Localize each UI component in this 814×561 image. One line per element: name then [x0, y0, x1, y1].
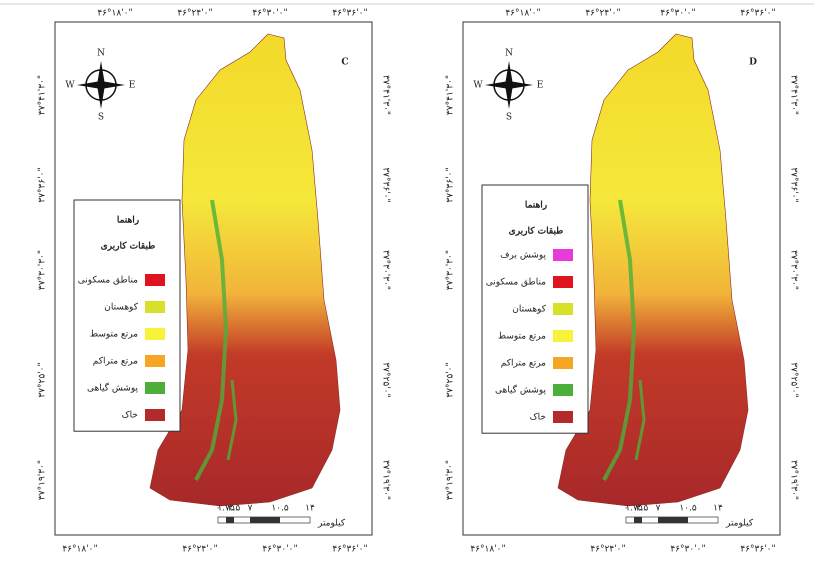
scale-tick-label: ۱۰.۵ [679, 504, 697, 514]
left-coordinate: ۳۷°۴۱'۳۰" [446, 75, 456, 115]
legend-label: مرتع متراکم [93, 357, 138, 367]
top-coordinate: ۴۶°۳۶'۰" [332, 9, 367, 19]
compass-n: N [505, 49, 513, 59]
legend-swatch [553, 357, 573, 369]
scale-tick-label: ۱۴ [305, 504, 315, 514]
map-panel: C ۴۶°۱۸'۰" ۴۶°۲۴'۰" ۴۶°۳۰'۰" ۴۶°۳۶'۰" ۴۶°۱۸'۰… [38, 9, 391, 555]
right-coordinate: ۳۷°۱۹'۳۰" [789, 460, 799, 500]
right-coordinate: ۳۷°۲۵'۰" [789, 362, 799, 397]
legend-swatch [145, 355, 165, 367]
right-coordinate: ۳۷°۳۶'۰" [381, 167, 391, 202]
right-coordinate: ۳۷°۳۰'۳۰" [381, 250, 391, 290]
legend-subtitle: طبقات کاربری [101, 241, 156, 252]
top-coordinate: ۴۶°۳۶'۰" [740, 9, 775, 19]
bottom-coordinate: ۴۶°۳۰'۰" [670, 545, 705, 555]
compass-s: S [506, 113, 512, 123]
map-panel: D ۴۶°۱۸'۰" ۴۶°۲۴'۰" ۴۶°۳۰'۰" ۴۶°۳۶'۰" ۴۶°۱۸'۰… [446, 9, 799, 555]
compass-w: W [473, 81, 483, 91]
left-coordinate: ۳۷°۳۰'۳۰" [38, 250, 48, 290]
legend-swatch [553, 249, 573, 261]
legend-title: راهنما [525, 200, 547, 211]
scale-tick-label: ۱۰.۵ [271, 504, 289, 514]
legend-label: مرتع متوسط [498, 332, 546, 342]
right-coordinate: ۳۷°۱۹'۳۰" [381, 460, 391, 500]
legend-swatch [145, 328, 165, 340]
compass-e: E [537, 81, 544, 91]
scale-segment [634, 517, 642, 523]
scale-unit: کیلومتر [317, 519, 346, 529]
scale-segment [250, 517, 280, 523]
legend-box [74, 200, 180, 431]
map-figure: C ۴۶°۱۸'۰" ۴۶°۲۴'۰" ۴۶°۳۰'۰" ۴۶°۳۶'۰" ۴۶°۱۸'۰… [0, 0, 814, 561]
legend-swatch [145, 274, 165, 286]
scale-unit: کیلومتر [725, 519, 754, 529]
legend-swatch [145, 382, 165, 394]
left-coordinate: ۳۷°۲۵'۰" [446, 362, 456, 397]
legend-swatch [553, 384, 573, 396]
scale-tick-label: ۱۴ [713, 504, 723, 514]
legend-swatch [553, 276, 573, 288]
panel-label: C [341, 58, 348, 68]
legend-title: راهنما [117, 215, 139, 226]
top-coordinate: ۴۶°۲۴'۰" [177, 9, 212, 19]
bottom-coordinate: ۴۶°۲۴'۰" [590, 545, 625, 555]
scale-segment [226, 517, 234, 523]
legend-label: کوهستان [104, 303, 138, 313]
scale-tick-label: ۳.۵ [636, 504, 649, 514]
top-coordinate: ۴۶°۱۸'۰" [97, 9, 132, 19]
left-coordinate: ۳۷°۳۰'۳۰" [446, 250, 456, 290]
legend-label: مناطق مسکونی [486, 278, 546, 288]
legend-swatch [553, 411, 573, 423]
scale-tick-label: ۷ [248, 504, 253, 514]
scale-tick-label: ۳.۵ [228, 504, 241, 514]
top-coordinate: ۴۶°۳۰'۰" [660, 9, 695, 19]
legend-label: مرتع متراکم [501, 359, 546, 369]
bottom-coordinate: ۴۶°۳۶'۰" [740, 545, 775, 555]
legend-swatch [553, 303, 573, 315]
legend-label: پوشش گیاهی [495, 384, 547, 396]
left-coordinate: ۳۷°۳۶'۰" [38, 167, 48, 202]
left-coordinate: ۳۷°۱۹'۳۰" [38, 460, 48, 500]
legend-swatch [553, 330, 573, 342]
right-coordinate: ۳۷°۳۰'۳۰" [789, 250, 799, 290]
scale-segment [658, 517, 688, 523]
right-coordinate: ۳۷°۲۵'۰" [381, 362, 391, 397]
page: C ۴۶°۱۸'۰" ۴۶°۲۴'۰" ۴۶°۳۰'۰" ۴۶°۳۶'۰" ۴۶°۱۸'۰… [0, 0, 814, 561]
left-coordinate: ۳۷°۱۹'۳۰" [446, 460, 456, 500]
compass-w: W [65, 81, 75, 91]
top-coordinate: ۴۶°۱۸'۰" [505, 9, 540, 19]
compass-s: S [98, 113, 104, 123]
legend-label: کوهستان [512, 305, 546, 315]
legend-swatch [145, 409, 165, 421]
bottom-coordinate: ۴۶°۱۸'۰" [470, 545, 505, 555]
right-coordinate: ۳۷°۴۱'۳۰" [381, 75, 391, 115]
top-coordinate: ۴۶°۲۴'۰" [585, 9, 620, 19]
legend-label: مناطق مسکونی [78, 276, 138, 286]
left-coordinate: ۳۷°۲۵'۰" [38, 362, 48, 397]
panel-label: D [749, 58, 757, 68]
legend-label: مرتع متوسط [90, 330, 138, 340]
scale-tick-label: ۷ [656, 504, 661, 514]
legend-label: خاک [530, 413, 546, 423]
compass-n: N [97, 49, 105, 59]
bottom-coordinate: ۴۶°۳۰'۰" [262, 545, 297, 555]
legend-swatch [145, 301, 165, 313]
top-coordinate: ۴۶°۳۰'۰" [252, 9, 287, 19]
compass-e: E [129, 81, 136, 91]
right-coordinate: ۳۷°۴۱'۳۰" [789, 75, 799, 115]
bottom-coordinate: ۴۶°۳۶'۰" [332, 545, 367, 555]
bottom-coordinate: ۴۶°۲۴'۰" [182, 545, 217, 555]
left-coordinate: ۳۷°۴۱'۳۰" [38, 75, 48, 115]
legend-subtitle: طبقات کاربری [509, 226, 564, 237]
right-coordinate: ۳۷°۳۶'۰" [789, 167, 799, 202]
legend-label: پوشش گیاهی [87, 382, 139, 394]
left-coordinate: ۳۷°۳۶'۰" [446, 167, 456, 202]
legend-label: خاک [122, 411, 138, 421]
bottom-coordinate: ۴۶°۱۸'۰" [62, 545, 97, 555]
legend-label: پوشش برف [500, 251, 546, 261]
